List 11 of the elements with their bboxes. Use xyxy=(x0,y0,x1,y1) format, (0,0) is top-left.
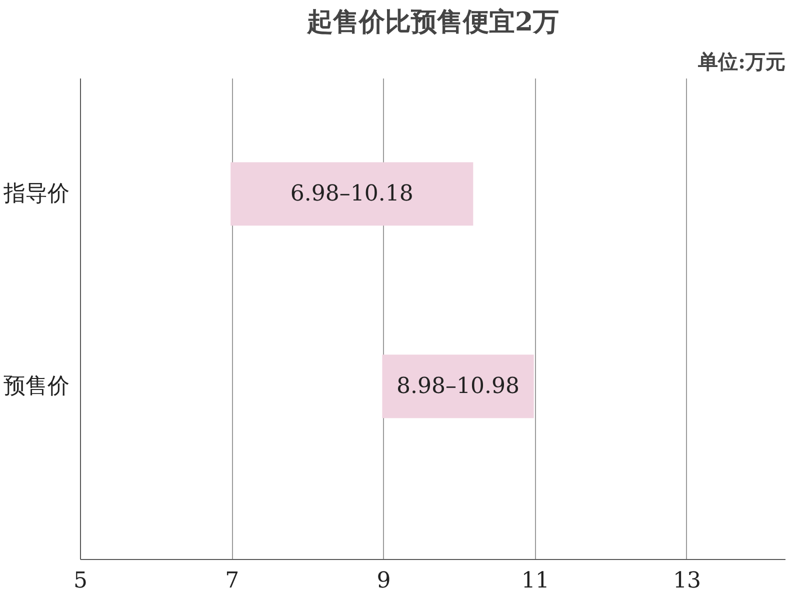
text: 单位:万元 xyxy=(697,50,786,74)
y-tick-label: 预售价 xyxy=(4,374,70,399)
y-tick-label: 指导价 xyxy=(2,181,70,206)
x-tick-label: 7 xyxy=(225,568,240,594)
chart-title: 起售价比预售便宜2万 xyxy=(306,8,560,38)
x-tick-label: 11 xyxy=(521,568,550,594)
x-tick-label: 9 xyxy=(376,568,391,594)
x-tick-label: 5 xyxy=(74,568,88,594)
x-tick-label: 13 xyxy=(672,568,701,594)
data-label: 8.98–10.98 xyxy=(396,374,520,399)
data-label: 6.98–10.18 xyxy=(290,181,414,206)
